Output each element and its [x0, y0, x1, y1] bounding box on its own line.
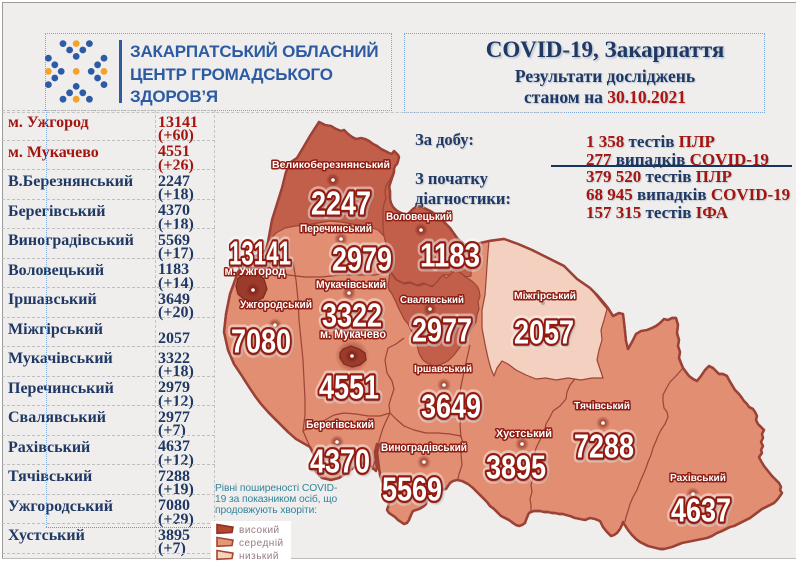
svg-text:2247: 2247	[311, 185, 371, 222]
svg-text:4551: 4551	[319, 369, 379, 406]
svg-text:2979: 2979	[332, 241, 392, 278]
svg-text:Іршавський: Іршавський	[414, 363, 472, 375]
svg-text:3649: 3649	[421, 388, 481, 425]
svg-text:3322: 3322	[322, 297, 382, 334]
svg-text:Свалявський: Свалявський	[400, 294, 464, 306]
svg-text:5569: 5569	[382, 471, 442, 508]
svg-text:13141: 13141	[229, 235, 291, 272]
svg-text:Великоберезнянський: Великоберезнянський	[272, 159, 390, 171]
svg-text:2977: 2977	[412, 312, 472, 349]
svg-text:Виноградівський: Виноградівський	[381, 442, 467, 454]
svg-text:2979: 2979	[332, 241, 392, 278]
svg-text:7080: 7080	[231, 323, 291, 360]
svg-text:2057: 2057	[514, 314, 574, 351]
svg-text:2057: 2057	[514, 314, 574, 351]
svg-text:5569: 5569	[382, 471, 442, 508]
svg-text:Ужгородський: Ужгородський	[240, 299, 312, 311]
svg-text:13141: 13141	[229, 235, 291, 272]
svg-text:4637: 4637	[671, 492, 731, 529]
svg-text:Міжгірський: Міжгірський	[514, 290, 576, 302]
svg-text:Мукачівський: Мукачівський	[316, 279, 386, 291]
svg-text:3649: 3649	[421, 388, 481, 425]
svg-text:1183: 1183	[420, 237, 480, 274]
svg-text:4637: 4637	[671, 492, 731, 529]
svg-text:3895: 3895	[486, 449, 546, 486]
svg-text:Перечинський: Перечинський	[300, 223, 372, 235]
svg-text:7288: 7288	[574, 428, 634, 465]
svg-text:Берегівський: Берегівський	[306, 419, 374, 431]
svg-text:7080: 7080	[231, 323, 291, 360]
svg-text:Воловецький: Воловецький	[386, 211, 452, 223]
svg-text:м. Мукачево: м. Мукачево	[320, 329, 386, 341]
svg-text:Тячівський: Тячівський	[574, 401, 630, 412]
svg-text:1183: 1183	[420, 237, 480, 274]
svg-text:4551: 4551	[319, 369, 379, 406]
svg-text:2247: 2247	[311, 185, 371, 222]
svg-text:Хустський: Хустський	[496, 428, 552, 440]
svg-text:4370: 4370	[310, 443, 370, 480]
svg-text:м. Ужгород: м. Ужгород	[225, 266, 287, 278]
svg-text:3322: 3322	[322, 297, 382, 334]
svg-text:Рахівський: Рахівський	[670, 473, 726, 484]
svg-text:4370: 4370	[310, 443, 370, 480]
svg-text:7288: 7288	[574, 428, 634, 465]
svg-text:3895: 3895	[486, 449, 546, 486]
svg-text:2977: 2977	[412, 312, 472, 349]
